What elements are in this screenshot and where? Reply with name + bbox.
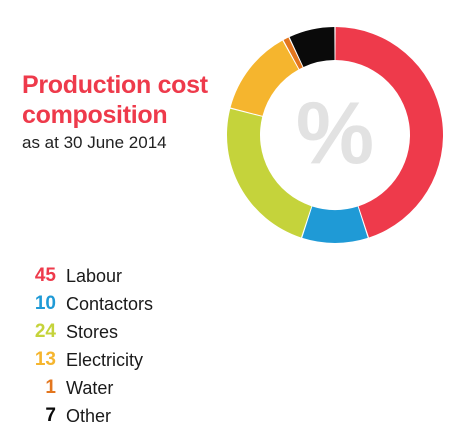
- legend-label: Stores: [66, 322, 119, 342]
- legend-label: Labour: [66, 266, 123, 286]
- chart-title-block: Production cost composition as at 30 Jun…: [22, 70, 222, 154]
- legend-item-stores: 24 Stores: [14, 318, 314, 346]
- chart-title-line-1: Production cost: [22, 71, 208, 99]
- legend: 45 Labour 10 Contactors 24 Stores 13 Electricit…: [14, 262, 314, 430]
- legend-value: 7: [45, 405, 56, 426]
- chart-title-line-2: composition: [22, 101, 168, 129]
- percent-symbol: %: [296, 83, 374, 182]
- legend-label: Contactors: [66, 294, 154, 314]
- legend-item-contactors: 10 Contactors: [14, 290, 314, 318]
- legend-item-other: 7 Other: [14, 402, 314, 430]
- donut-chart: %: [227, 27, 443, 243]
- legend-value: 45: [34, 265, 56, 286]
- legend-label: Other: [66, 406, 112, 426]
- legend-label: Electricity: [66, 350, 144, 370]
- legend-item-electricity: 13 Electricity: [14, 346, 314, 374]
- donut-slice-stores: [227, 108, 312, 238]
- legend-value: 24: [34, 321, 56, 342]
- donut-slice-electricity: [230, 40, 299, 116]
- donut-slice-water: [283, 37, 303, 70]
- legend-value: 13: [34, 349, 56, 370]
- legend-value: 10: [34, 293, 56, 314]
- legend-value: 1: [45, 377, 56, 398]
- legend-item-water: 1 Water: [14, 374, 314, 402]
- legend-item-labour: 45 Labour: [14, 262, 314, 290]
- chart-subtitle: as at 30 June 2014: [22, 133, 167, 152]
- donut-slice-contactors: [302, 206, 368, 243]
- donut-slice-labour: [335, 27, 443, 238]
- donut-slice-other: [289, 27, 335, 67]
- legend-label: Water: [66, 378, 114, 398]
